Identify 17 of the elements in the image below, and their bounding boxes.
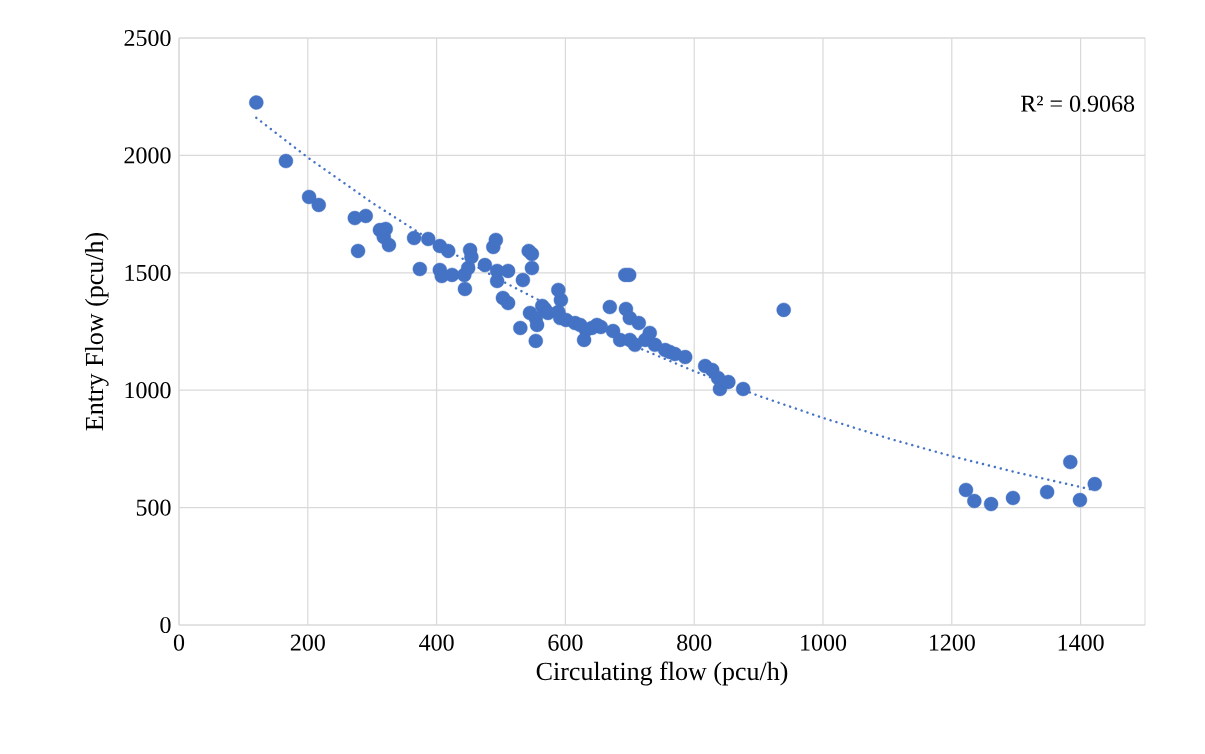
y-axis-title: Entry Flow (pcu/h) bbox=[84, 232, 109, 431]
y-tick-label: 2500 bbox=[124, 29, 171, 47]
x-tick-label: 200 bbox=[290, 634, 325, 651]
x-tick-label: 600 bbox=[548, 634, 583, 651]
x-tick-label: 800 bbox=[677, 634, 712, 651]
y-tick-label: 2000 bbox=[124, 147, 171, 164]
x-tick-label: 1000 bbox=[801, 634, 847, 651]
annotation: R² = 0.9068 bbox=[1020, 95, 1135, 112]
y-tick-label: 1000 bbox=[125, 382, 171, 399]
x-tick-label: 400 bbox=[419, 634, 454, 651]
x-tick-label: 0 bbox=[173, 634, 185, 651]
x-tick-label: 1200 bbox=[929, 634, 975, 651]
y-tick-label: 1500 bbox=[125, 264, 171, 281]
x-axis-title: Circulating flow (pcu/h) bbox=[536, 661, 788, 686]
x-tick-label: 1400 bbox=[1058, 634, 1104, 651]
y-tick-label: 0 bbox=[160, 616, 171, 634]
y-tick-label: 500 bbox=[136, 499, 171, 516]
